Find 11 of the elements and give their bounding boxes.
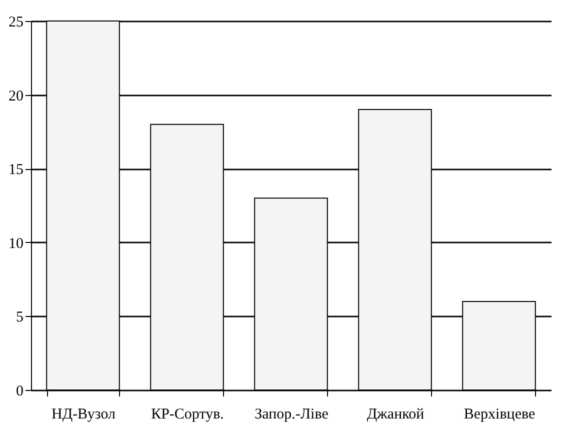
y-tick-label: 25 [8,14,24,30]
y-tick-label: 10 [8,236,24,252]
y-tick-label: 15 [8,162,24,178]
x-tick-label: Запор.-Ліве [254,406,329,422]
x-tick-label: Джанкой [366,406,424,422]
x-tick-label: НД-Вузол [52,406,116,422]
x-tick-label: КР-Сортув. [151,406,224,422]
y-tick-label: 0 [16,384,24,400]
x-tick-label: Верхівцеве [464,406,536,422]
y-tick-label: 5 [16,310,24,326]
y-tick-label: 20 [8,88,24,104]
